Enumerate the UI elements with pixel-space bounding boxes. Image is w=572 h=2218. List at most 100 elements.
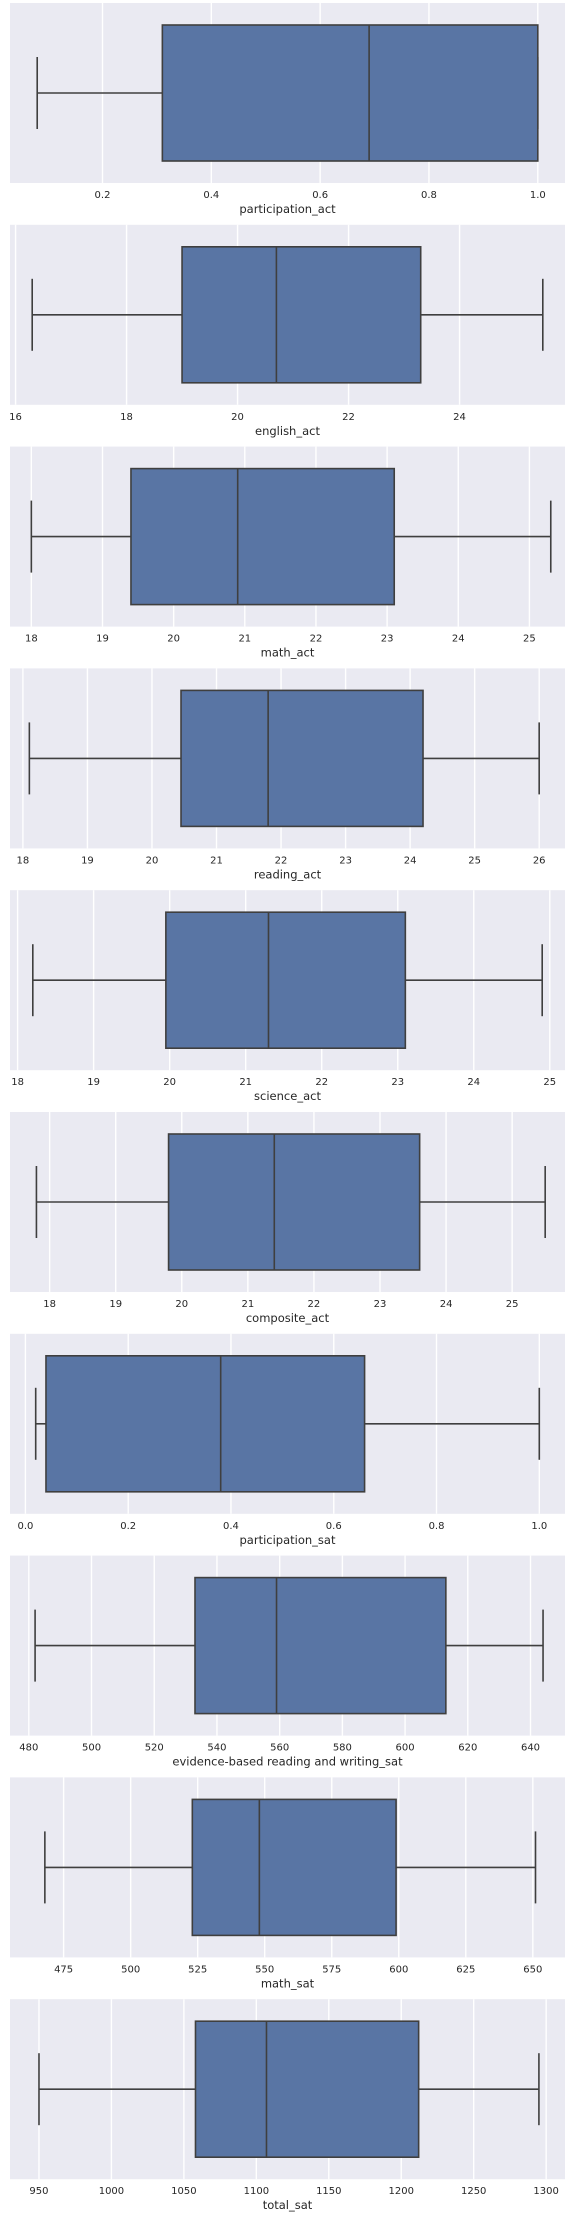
- x-tick-label: 480: [19, 1743, 38, 1754]
- x-tick-label: 21: [210, 855, 223, 866]
- iqr-box: [194, 2020, 420, 2158]
- iqr-box: [191, 1798, 397, 1937]
- x-axis-label: reading_act: [254, 867, 322, 881]
- iqr-box: [180, 689, 424, 828]
- x-axis-label: composite_act: [246, 1311, 330, 1325]
- x-axis-label: math_act: [261, 646, 315, 660]
- x-tick-label: 24: [452, 634, 465, 645]
- x-tick-label: 580: [333, 1743, 352, 1754]
- x-tick-label: 24: [440, 1299, 453, 1310]
- x-tick-label: 1050: [171, 2186, 196, 2197]
- x-tick-label: 23: [381, 634, 394, 645]
- x-axis-label: math_sat: [261, 1976, 315, 1990]
- x-tick-label: 25: [523, 634, 536, 645]
- boxplot-panel: 18 19 20 21 22 23 24 25 composite_act: [10, 1112, 565, 1325]
- boxplot-panel: 475 500 525 550 575 600 625 650 math_sat: [10, 1777, 565, 1990]
- x-tick-label: 550: [255, 1964, 274, 1975]
- iqr-box: [165, 911, 407, 1050]
- x-tick-label: 22: [315, 1077, 328, 1088]
- x-tick-label: 20: [167, 634, 180, 645]
- x-tick-label: 19: [109, 1299, 122, 1310]
- x-tick-label: 0.2: [120, 1521, 136, 1532]
- iqr-box: [161, 24, 539, 162]
- x-tick-label: 0.4: [223, 1521, 239, 1532]
- x-tick-label: 0.8: [429, 1521, 445, 1532]
- x-tick-label: 1100: [244, 2186, 269, 2197]
- x-tick-label: 1250: [461, 2186, 486, 2197]
- x-tick-label: 25: [506, 1299, 519, 1310]
- x-axis-label: participation_act: [239, 202, 336, 216]
- boxplot-panel: 950 1000 1050 1100 1150 1200 1250 1300 total_sat: [10, 1999, 565, 2212]
- x-tick-label: 640: [521, 1743, 540, 1754]
- x-tick-label: 25: [468, 855, 481, 866]
- x-tick-label: 0.6: [326, 1521, 342, 1532]
- boxplot-panel: 18 19 20 21 22 23 24 25 science_act: [10, 890, 565, 1103]
- x-axis-label: english_act: [255, 424, 320, 438]
- x-tick-label: 18: [17, 855, 30, 866]
- x-tick-label: 23: [339, 855, 352, 866]
- x-tick-label: 18: [120, 412, 133, 423]
- x-tick-label: 1200: [389, 2186, 414, 2197]
- x-tick-label: 620: [458, 1743, 477, 1754]
- x-tick-label: 24: [404, 855, 417, 866]
- x-tick-label: 950: [29, 2186, 48, 2197]
- x-axis-label: evidence-based reading and writing_sat: [172, 1755, 403, 1769]
- x-tick-label: 0.6: [312, 190, 328, 201]
- boxplot-panel: 16 18 20 22 24 english_act: [9, 224, 565, 438]
- x-tick-label: 540: [207, 1743, 226, 1754]
- x-tick-label: 19: [87, 1077, 100, 1088]
- x-axis-label: total_sat: [263, 2198, 313, 2212]
- x-tick-label: 0.0: [17, 1521, 33, 1532]
- x-tick-label: 21: [239, 1077, 252, 1088]
- x-tick-label: 20: [146, 855, 159, 866]
- x-tick-label: 0.2: [95, 190, 111, 201]
- x-tick-label: 22: [310, 634, 323, 645]
- x-tick-label: 520: [145, 1743, 164, 1754]
- x-tick-label: 1.0: [531, 1521, 547, 1532]
- iqr-box: [45, 1355, 366, 1493]
- iqr-box: [167, 1133, 421, 1271]
- x-tick-label: 600: [389, 1964, 408, 1975]
- boxplot-panel: 480 500 520 540 560 580 600 620 640 evidence-base…: [10, 1555, 565, 1769]
- x-tick-label: 25: [543, 1077, 556, 1088]
- x-tick-label: 600: [396, 1743, 415, 1754]
- x-tick-label: 1.0: [530, 190, 546, 201]
- boxplot-panel: 18 19 20 21 22 23 24 25 math_act: [10, 446, 565, 660]
- x-tick-label: 18: [25, 634, 38, 645]
- x-tick-label: 18: [11, 1077, 24, 1088]
- x-tick-label: 560: [270, 1743, 289, 1754]
- x-tick-label: 525: [188, 1964, 207, 1975]
- x-tick-label: 18: [43, 1299, 56, 1310]
- x-axis-label: participation_sat: [240, 1533, 336, 1547]
- boxplot-panel: 18 19 20 21 22 23 24 25 26 reading_act: [10, 668, 565, 881]
- x-tick-label: 475: [54, 1964, 73, 1975]
- x-tick-label: 22: [342, 412, 355, 423]
- x-tick-label: 19: [81, 855, 94, 866]
- x-tick-label: 16: [9, 412, 22, 423]
- x-tick-label: 21: [238, 634, 251, 645]
- x-tick-label: 0.4: [203, 190, 219, 201]
- x-tick-label: 0.8: [421, 190, 437, 201]
- x-tick-label: 22: [308, 1299, 321, 1310]
- x-tick-label: 23: [374, 1299, 387, 1310]
- x-tick-label: 20: [175, 1299, 188, 1310]
- x-tick-label: 20: [163, 1077, 176, 1088]
- boxplot-panel: 0.2 0.4 0.6 0.8 1.0 participation_act: [10, 3, 565, 216]
- boxplot-panel: 0.0 0.2 0.4 0.6 0.8 1.0 participation_sat: [10, 1333, 565, 1547]
- x-tick-label: 650: [523, 1964, 542, 1975]
- x-tick-label: 625: [456, 1964, 475, 1975]
- x-tick-label: 26: [533, 855, 546, 866]
- x-tick-label: 1000: [99, 2186, 124, 2197]
- x-tick-label: 20: [231, 412, 244, 423]
- x-tick-label: 575: [322, 1964, 341, 1975]
- x-axis-label: science_act: [254, 1089, 321, 1103]
- x-tick-label: 24: [453, 412, 466, 423]
- x-tick-label: 500: [82, 1743, 101, 1754]
- x-tick-label: 1150: [316, 2186, 341, 2197]
- x-tick-label: 19: [96, 634, 109, 645]
- x-tick-label: 500: [121, 1964, 140, 1975]
- x-tick-label: 22: [275, 855, 288, 866]
- iqr-box: [194, 1576, 447, 1715]
